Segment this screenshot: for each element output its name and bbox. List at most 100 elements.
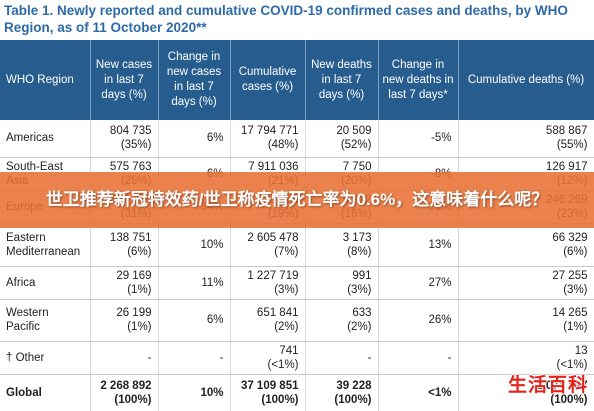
region-cell: Western Pacific [0, 299, 91, 342]
table-body: Americas 804 735 (35%) 6% 17 794 771 (48%) 20 … [0, 120, 594, 411]
cell-line: 575 763 [109, 160, 152, 173]
table-cell: 26 199 (1%) [90, 299, 159, 342]
cell-line: 7 750 [342, 160, 372, 173]
cell-line: 804 735 [109, 125, 152, 138]
table-cell: 13% [378, 223, 459, 267]
cell-line: 39 228 [336, 379, 372, 392]
table-cell: - [378, 341, 459, 375]
cell-line: (<1%) [267, 358, 299, 371]
cell-line: (35%) [120, 139, 152, 152]
region-cell: Americas [0, 120, 91, 158]
cell-line: 17 794 771 [240, 125, 299, 138]
cell-line: 20 509 [336, 125, 372, 138]
cell-line: (7%) [274, 245, 299, 258]
cell-line: (100%) [334, 393, 372, 406]
table-cell: 741 (<1%) [230, 341, 306, 375]
table-cell: 2 605 478 (7%) [230, 223, 306, 267]
cell-line: 7 911 036 [248, 160, 299, 173]
cell-line: (2%) [347, 321, 372, 333]
table-row: † Other - -741 (<1%) - -13 (<1%) [0, 341, 594, 375]
cell-line: 1 074 817 [536, 379, 588, 392]
table-cell: 6% [158, 120, 231, 158]
cell-line: (2%) [274, 321, 299, 333]
table-title: Table 1. Newly reported and cumulative C… [4, 3, 568, 35]
table-cell: 588 867 (55%) [458, 120, 594, 158]
header-cell: WHO Region [0, 40, 91, 120]
header-cell: Change in new deaths in last 7 days* [378, 40, 459, 120]
cell-line: 651 841 [256, 307, 299, 319]
cell-line: (100%) [114, 393, 152, 406]
table-cell: 2 268 892 (100%) [90, 374, 159, 411]
table-cell: - [305, 341, 379, 375]
table-cell: 29 169 (1%) [90, 266, 159, 300]
region-cell: Africa [0, 266, 91, 300]
table-cell: <1% [378, 374, 459, 411]
cell-line: (3%) [563, 283, 588, 296]
table-cell: 17 794 771 (48%) [230, 120, 306, 158]
cell-line: 3 173 [342, 231, 372, 244]
cell-line: 29 169 [116, 269, 152, 282]
cell-line: 14 265 [552, 307, 588, 319]
cell-line: (100%) [261, 393, 299, 406]
table-cell: 37 109 851 (100%) [230, 374, 306, 411]
cell-line: 126 917 [545, 160, 588, 173]
table-cell: 27 255 (3%) [458, 266, 594, 300]
table-cell: 6% [158, 299, 231, 342]
table-cell: 10% [158, 374, 231, 411]
header-cell: Change in new cases in last 7 days (%) [158, 40, 231, 120]
cell-line: 27 255 [552, 269, 588, 282]
cell-line: (<1%) [556, 358, 588, 371]
header-cell: Cumulative cases (%) [230, 40, 306, 120]
header-cell: New cases in last 7 days (%) [90, 40, 159, 120]
cell-line: 138 751 [109, 231, 152, 244]
cell-line: 991 [352, 269, 372, 282]
table-cell: 27% [378, 266, 459, 300]
table-row: Africa 29 169 (1%) 11% 1 227 719 (3%) 991 (3%) 2… [0, 266, 594, 300]
cell-line: (48%) [267, 139, 299, 152]
table-cell: 138 751 (6%) [90, 223, 159, 267]
region-cell: Eastern Mediterranean [0, 223, 91, 267]
table-row: Global 2 268 892 (100%) 10% 37 109 851 (100%)… [0, 374, 594, 411]
cell-line: 37 109 851 [240, 379, 299, 392]
cell-line: (6%) [127, 245, 152, 258]
cell-line: 1 227 719 [247, 269, 299, 282]
cell-line: (100%) [550, 393, 588, 406]
table-cell: 13 (<1%) [458, 341, 594, 375]
cell-line: 13 [574, 344, 588, 357]
cell-line: 2 268 892 [100, 379, 152, 392]
table-row: Americas 804 735 (35%) 6% 17 794 771 (48%) 20 … [0, 120, 594, 158]
cell-line: 2 605 478 [247, 231, 299, 244]
cell-line: (1%) [127, 321, 152, 333]
header-cell: Cumulative deaths (%) [458, 40, 594, 120]
banner-text: 世卫推荐新冠特效药/世卫称疫情死亡率为0.6%，这意味着什么呢？ [45, 190, 549, 209]
table-cell: - [158, 341, 231, 375]
table-cell: -5% [378, 120, 459, 158]
cell-line: 633 [352, 307, 372, 319]
table-row: Western Pacific 26 199 (1%) 6% 651 841 (2%) 63… [0, 299, 594, 342]
table-row: Eastern Mediterranean 138 751 (6%) 10% 2 605… [0, 223, 594, 267]
table-cell: 20 509 (52%) [305, 120, 379, 158]
cell-line: (1%) [127, 283, 152, 296]
cell-line: 66 329 [552, 231, 588, 244]
table-cell: 10% [158, 223, 231, 267]
table-cell: 1 227 719 (3%) [230, 266, 306, 300]
table-cell: 14 265 (1%) [458, 299, 594, 342]
cell-line: (6%) [563, 245, 588, 258]
region-cell: † Other [0, 341, 91, 375]
table-cell: - [90, 341, 159, 375]
cell-line: (55%) [556, 139, 588, 152]
cell-line: (8%) [347, 245, 372, 258]
header-row: WHO Region New cases in last 7 days (%) Ch… [0, 40, 594, 120]
table-cell: 66 329 (6%) [458, 223, 594, 267]
cell-line: (1%) [563, 321, 588, 333]
table-cell: 991 (3%) [305, 266, 379, 300]
cell-line: (3%) [274, 283, 299, 296]
table-cell: 11% [158, 266, 231, 300]
table-cell: 3 173 (8%) [305, 223, 379, 267]
region-cell: Global [0, 374, 91, 411]
table-cell: 39 228 (100%) [305, 374, 379, 411]
cell-line: (3%) [347, 283, 372, 296]
cell-line: (52%) [340, 139, 372, 152]
cell-line: 26 199 [116, 307, 152, 319]
